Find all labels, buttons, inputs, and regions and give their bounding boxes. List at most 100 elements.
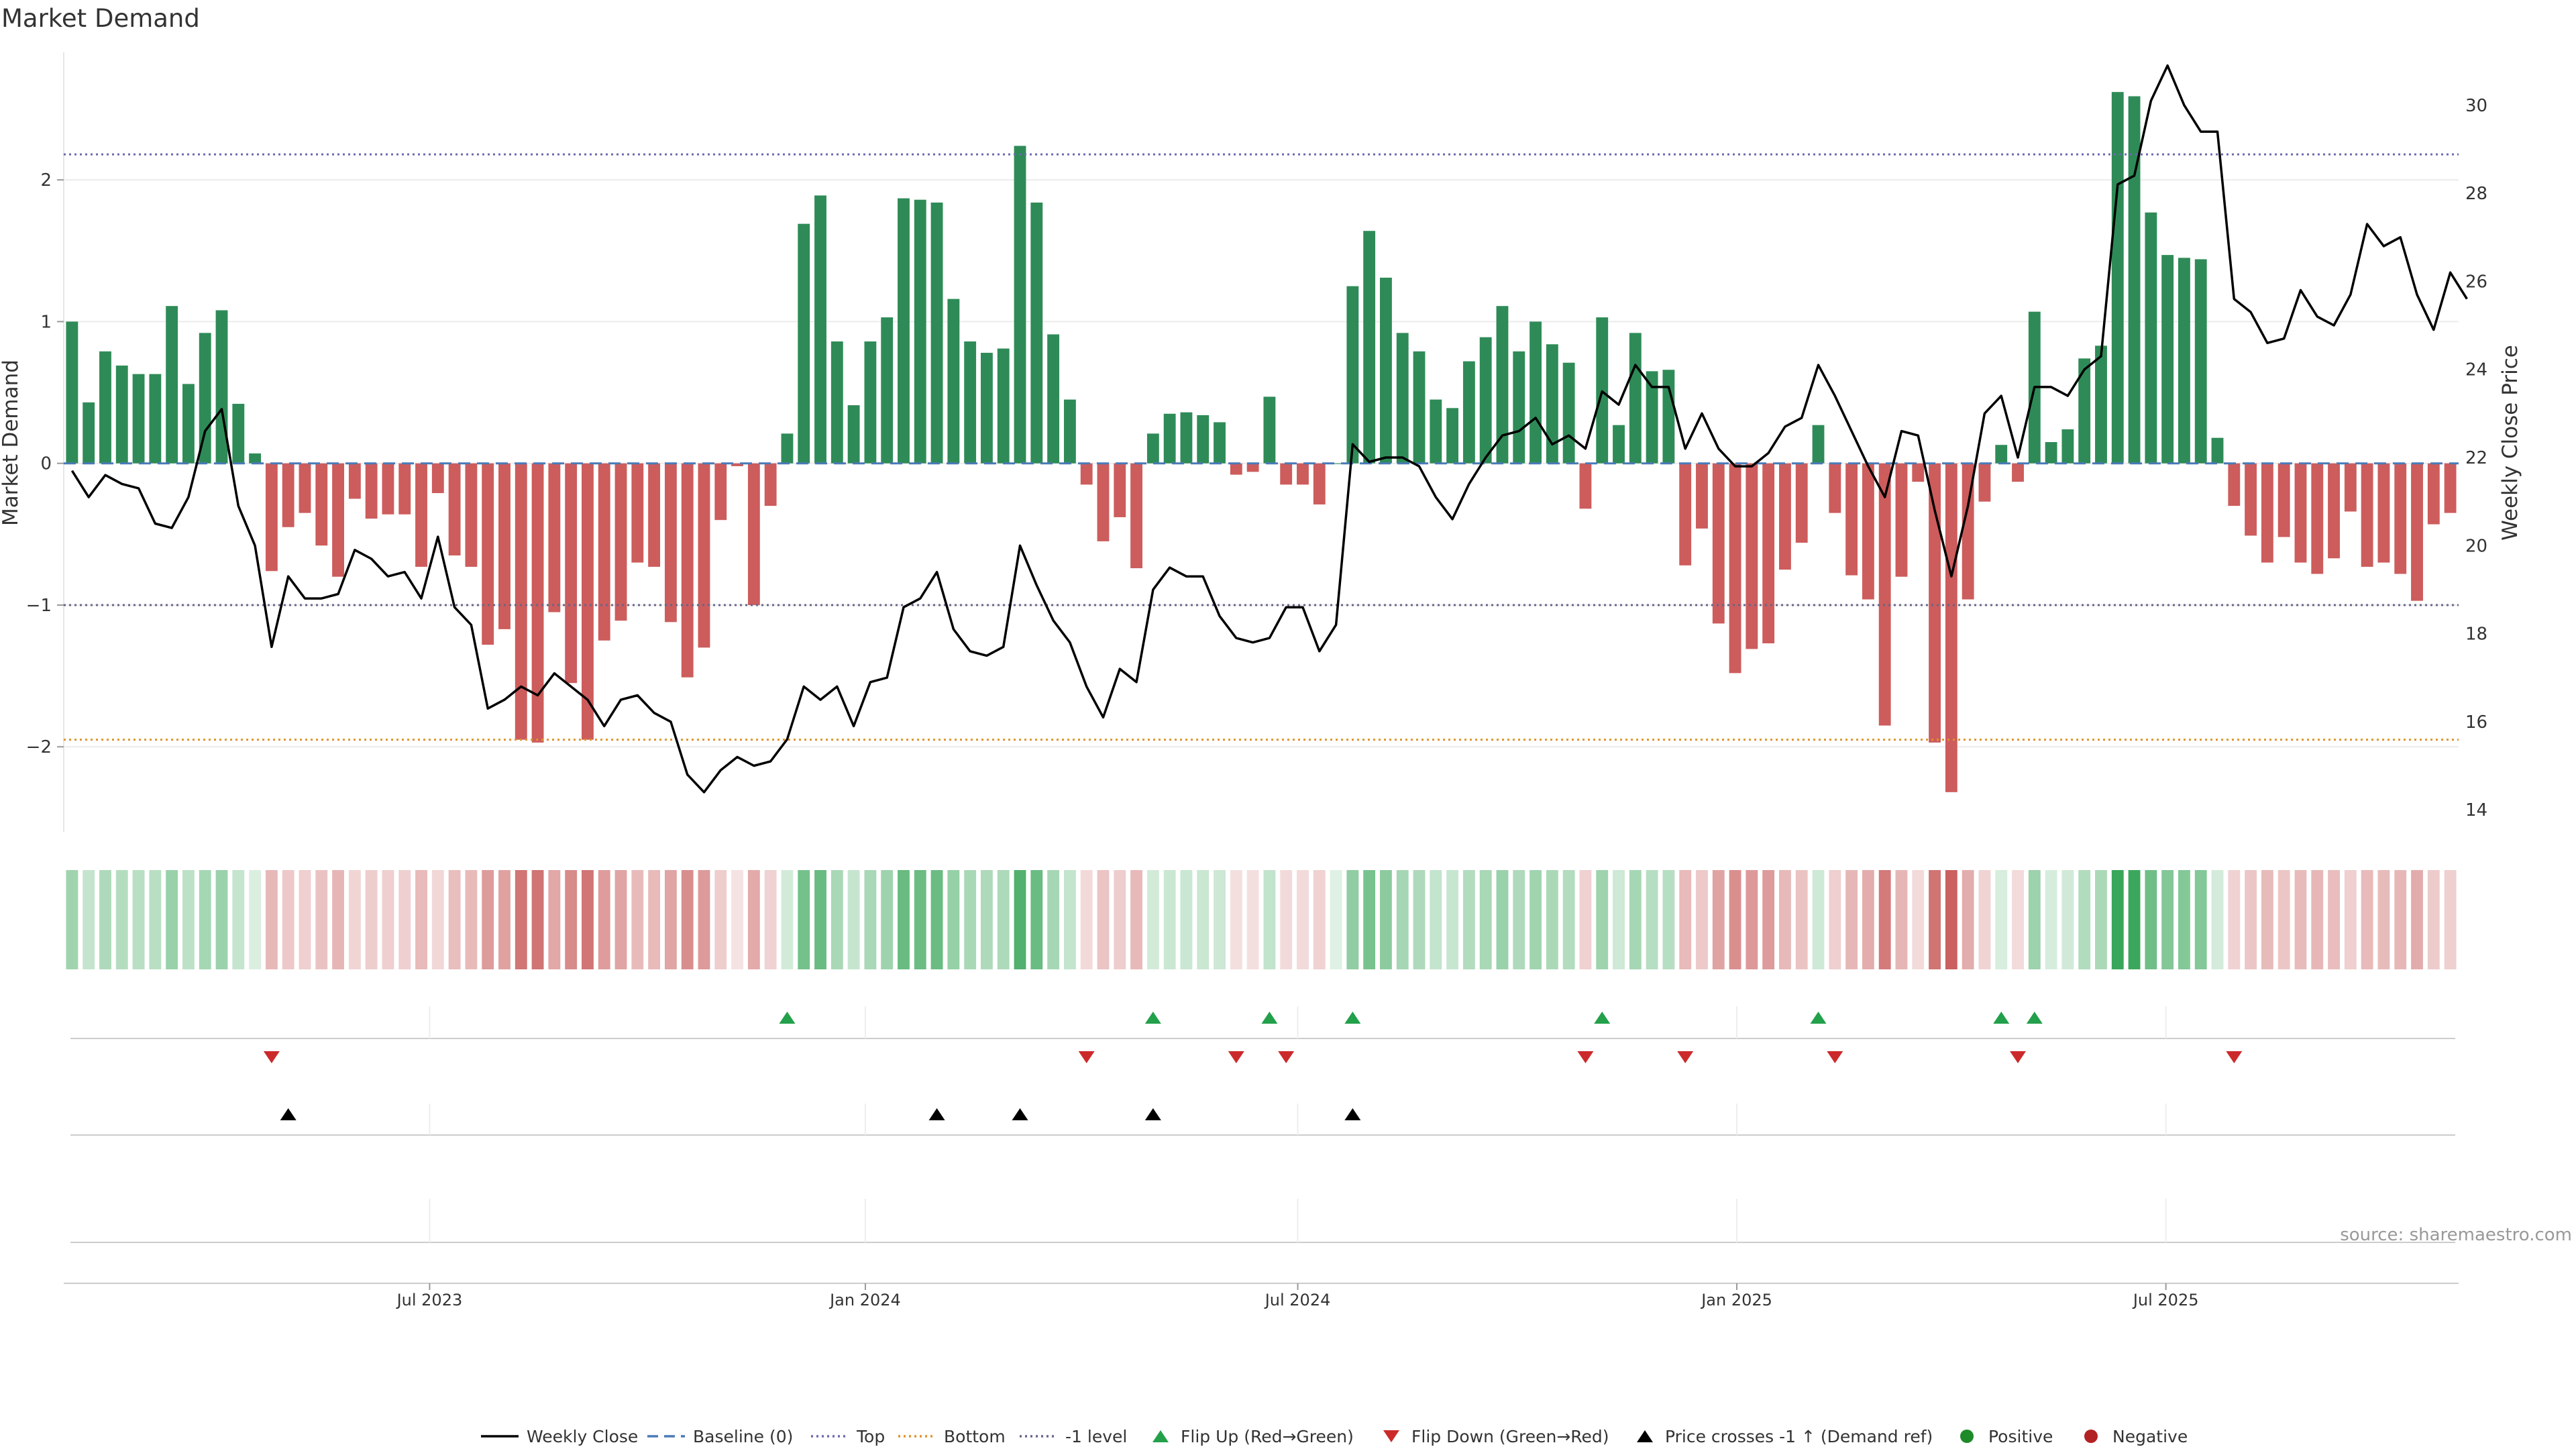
demand-bar [149,374,162,464]
demand-bar [648,463,661,567]
demand-bar [1529,321,1542,464]
legend-label: Weekly Close [527,1427,638,1446]
heat-strip-cell [2045,870,2057,969]
demand-bar [881,317,894,464]
flip-up-marker [1344,1012,1361,1024]
demand-bar [631,463,644,563]
heat-strip-cell [1679,870,1692,969]
heat-strip-cell [1579,870,1592,969]
heat-strip-cell [2078,870,2091,969]
heat-strip-cell [1546,870,1558,969]
heat-strip-cell [981,870,993,969]
demand-bar [83,402,95,464]
legend-label: Flip Up (Red→Green) [1181,1427,1354,1446]
demand-bar [2377,463,2390,563]
demand-bar [1845,463,1858,576]
demand-bar [2277,463,2290,537]
heat-strip-cell [2028,870,2041,969]
demand-bar [132,374,145,464]
heat-strip-cell [1496,870,1509,969]
demand-bar [498,463,511,629]
demand-bar [2411,463,2423,601]
demand-bar [1197,415,1210,464]
demand-bar [199,333,211,464]
heat-strip-cell [1729,870,1741,969]
demand-bar [66,321,78,464]
y-right-tick-label: 18 [2465,625,2487,645]
heat-strip-cell [1297,870,1309,969]
heat-strip-cell [914,870,926,969]
demand-bar [1163,413,1176,464]
demand-bar [1047,334,1060,464]
heat-strip-cell [2311,870,2324,969]
demand-bar [1978,463,1991,502]
heat-strip-cell [2161,870,2174,969]
demand-bar [2178,258,2190,464]
heat-strip-cell [1330,870,1342,969]
heat-strip-cell [66,870,78,969]
heat-strip-cell [1462,870,1475,969]
demand-bar [1696,463,1708,529]
flip-down-marker [2226,1051,2243,1063]
demand-bar [997,348,1010,464]
heat-strip-cell [115,870,128,969]
demand-bar [1912,463,1925,482]
flip-down-marker [1577,1051,1594,1063]
heat-strip-cell [1562,870,1575,969]
demand-bar [531,463,544,743]
heat-strip-cell [830,870,843,969]
demand-bar [398,463,411,515]
demand-bar [731,463,743,466]
demand-bar [1496,306,1509,464]
heat-strip-cell [1230,870,1242,969]
demand-bar [2328,463,2340,559]
heat-strip-cell [2012,870,2024,969]
demand-bar [1613,425,1625,464]
heat-strip-cell [2377,870,2390,969]
demand-bar [115,365,128,464]
y-left-tick-label: 0 [40,454,52,474]
demand-bar [764,463,777,506]
demand-bar [2361,463,2373,567]
demand-bars [66,92,2457,792]
heat-strip-cell [2111,870,2124,969]
demand-bar [382,463,394,515]
demand-bar [1280,463,1293,485]
demand-bar [914,199,926,464]
legend-swatch [1383,1430,1399,1442]
heat-strip-cell [1396,870,1409,969]
flip-up-marker [1144,1012,1161,1024]
demand-bar [1363,231,1376,464]
heat-strip-cell [1363,870,1376,969]
heat-strip-cell [1263,870,1276,969]
heat-strip-cell [83,870,95,969]
heat-strip-cell [1246,870,1259,969]
weekly-close-series [70,64,2468,794]
demand-bar [1396,333,1409,464]
demand-bar [1795,463,1808,543]
heat-strip-cell [598,870,610,969]
heat-strip-cell [515,870,527,969]
heat-strip-cell [1646,870,1658,969]
demand-bar [1513,351,1525,464]
heat-strip-cell [1596,870,1609,969]
heat-strip-cell [2328,870,2340,969]
heat-strip-cell [232,870,245,969]
heat-strip-cell [1047,870,1060,969]
demand-bar [2078,358,2091,464]
event-markers [70,1006,2455,1243]
chart-title: Market Demand [1,4,200,33]
heat-strip-cell [1014,870,1026,969]
demand-bar [1130,463,1142,569]
legend-label: Bottom [944,1427,1006,1446]
heat-strip-cell [315,870,328,969]
heat-strip-cell [2145,870,2157,969]
heat-strip-cell [265,870,278,969]
demand-bar [1146,433,1159,464]
demand-bar [847,405,860,464]
demand-bar [1446,408,1459,464]
demand-bar [2261,463,2273,563]
heat-strip-cell [582,870,594,969]
heat-strip-cell [182,870,195,969]
